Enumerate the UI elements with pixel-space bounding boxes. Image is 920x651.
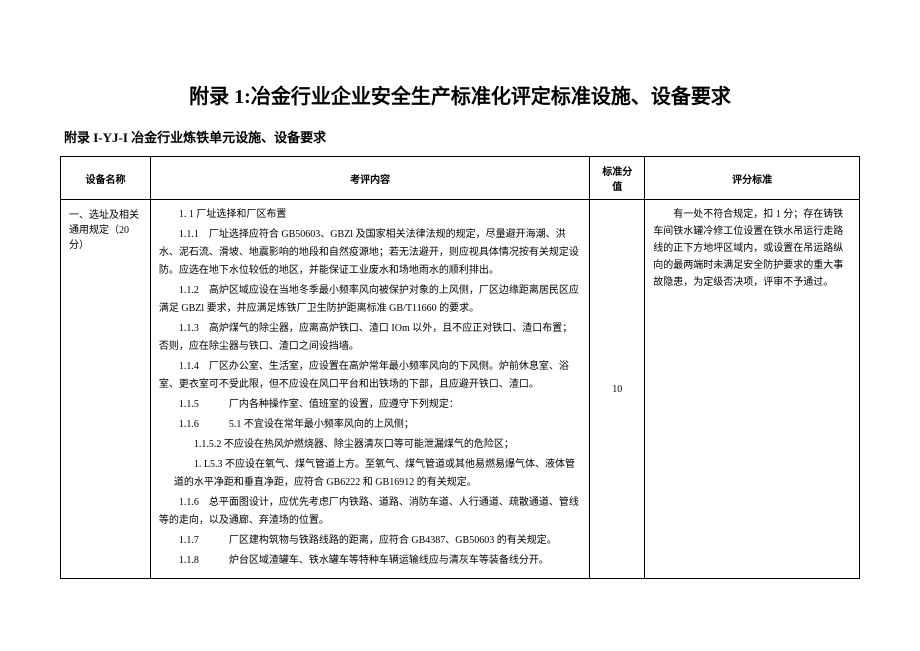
content-line: 1.1.8 炉台区域渣罐车、铁水罐车等特种车辆运输线应与清灰车等装备线分开。 bbox=[159, 552, 581, 570]
cell-equipment-name: 一、选址及相关通用规定（20分） bbox=[61, 200, 151, 579]
content-line: 1.1.4 厂区办公室、生活室，应设置在高炉常年最小频率风向的下风侧。炉前休息室… bbox=[159, 358, 581, 394]
content-line: 1.1.7 厂区建构筑物与铁路线路的距离，应符合 GB4387、GB50603 … bbox=[159, 532, 581, 550]
cell-assessment-content: 1. 1 厂址选择和厂区布置 1.1.1 厂址选择应符合 GB50603、GBZ… bbox=[150, 200, 589, 579]
table-header-row: 设备名称 考评内容 标准分值 评分标准 bbox=[61, 157, 860, 200]
content-block: 1. 1 厂址选择和厂区布置 1.1.1 厂址选择应符合 GB50603、GBZ… bbox=[159, 206, 581, 570]
cell-criteria: 有一处不符合规定，扣 1 分；存在铸铁车间铁水罐冷修工位设置在铁水吊运行走路线的… bbox=[645, 200, 860, 579]
standards-table: 设备名称 考评内容 标准分值 评分标准 一、选址及相关通用规定（20分） 1. … bbox=[60, 156, 860, 579]
content-line: 1.1.6 总平面图设计，应优先考虑厂内铁路、道路、消防车道、人行通道、疏散通道… bbox=[159, 494, 581, 530]
content-line: 1.1.1 厂址选择应符合 GB50603、GBZl 及国家相关法律法规的规定，… bbox=[159, 226, 581, 280]
content-line: 1.1.3 高炉煤气的除尘器，应离高炉铁口、渣口 IOm 以外，且不应正对铁口、… bbox=[159, 320, 581, 356]
header-score: 标准分值 bbox=[590, 157, 645, 200]
header-criteria: 评分标准 bbox=[645, 157, 860, 200]
table-row: 一、选址及相关通用规定（20分） 1. 1 厂址选择和厂区布置 1.1.1 厂址… bbox=[61, 200, 860, 579]
content-line: 1. L5.3 不应设在氧气、煤气管道上方。至氧气、煤气管道或其他易燃易爆气体、… bbox=[159, 456, 581, 492]
content-line: 1.1.5 厂内各种操作室、值班室的设置，应遵守下列规定： bbox=[159, 396, 581, 414]
content-line: 1.1.5.2 不应设在热风炉燃烧器、除尘器清灰口等可能泄漏煤气的危险区； bbox=[159, 436, 581, 454]
content-line: 1.1.2 高炉区域应设在当地冬季最小频率风向被保护对象的上风侧，厂区边缘距离居… bbox=[159, 282, 581, 318]
header-content: 考评内容 bbox=[150, 157, 589, 200]
content-line: 1.1.6 5.1 不宜设在常年最小频率风向的上风侧； bbox=[159, 416, 581, 434]
cell-score: 10 bbox=[590, 200, 645, 579]
content-line: 1. 1 厂址选择和厂区布置 bbox=[159, 206, 581, 224]
header-name: 设备名称 bbox=[61, 157, 151, 200]
sub-title: 附录 I-YJ-I 冶金行业炼铁单元设施、设备要求 bbox=[60, 127, 860, 146]
main-title: 附录 1:冶金行业企业安全生产标准化评定标准设施、设备要求 bbox=[60, 80, 860, 109]
